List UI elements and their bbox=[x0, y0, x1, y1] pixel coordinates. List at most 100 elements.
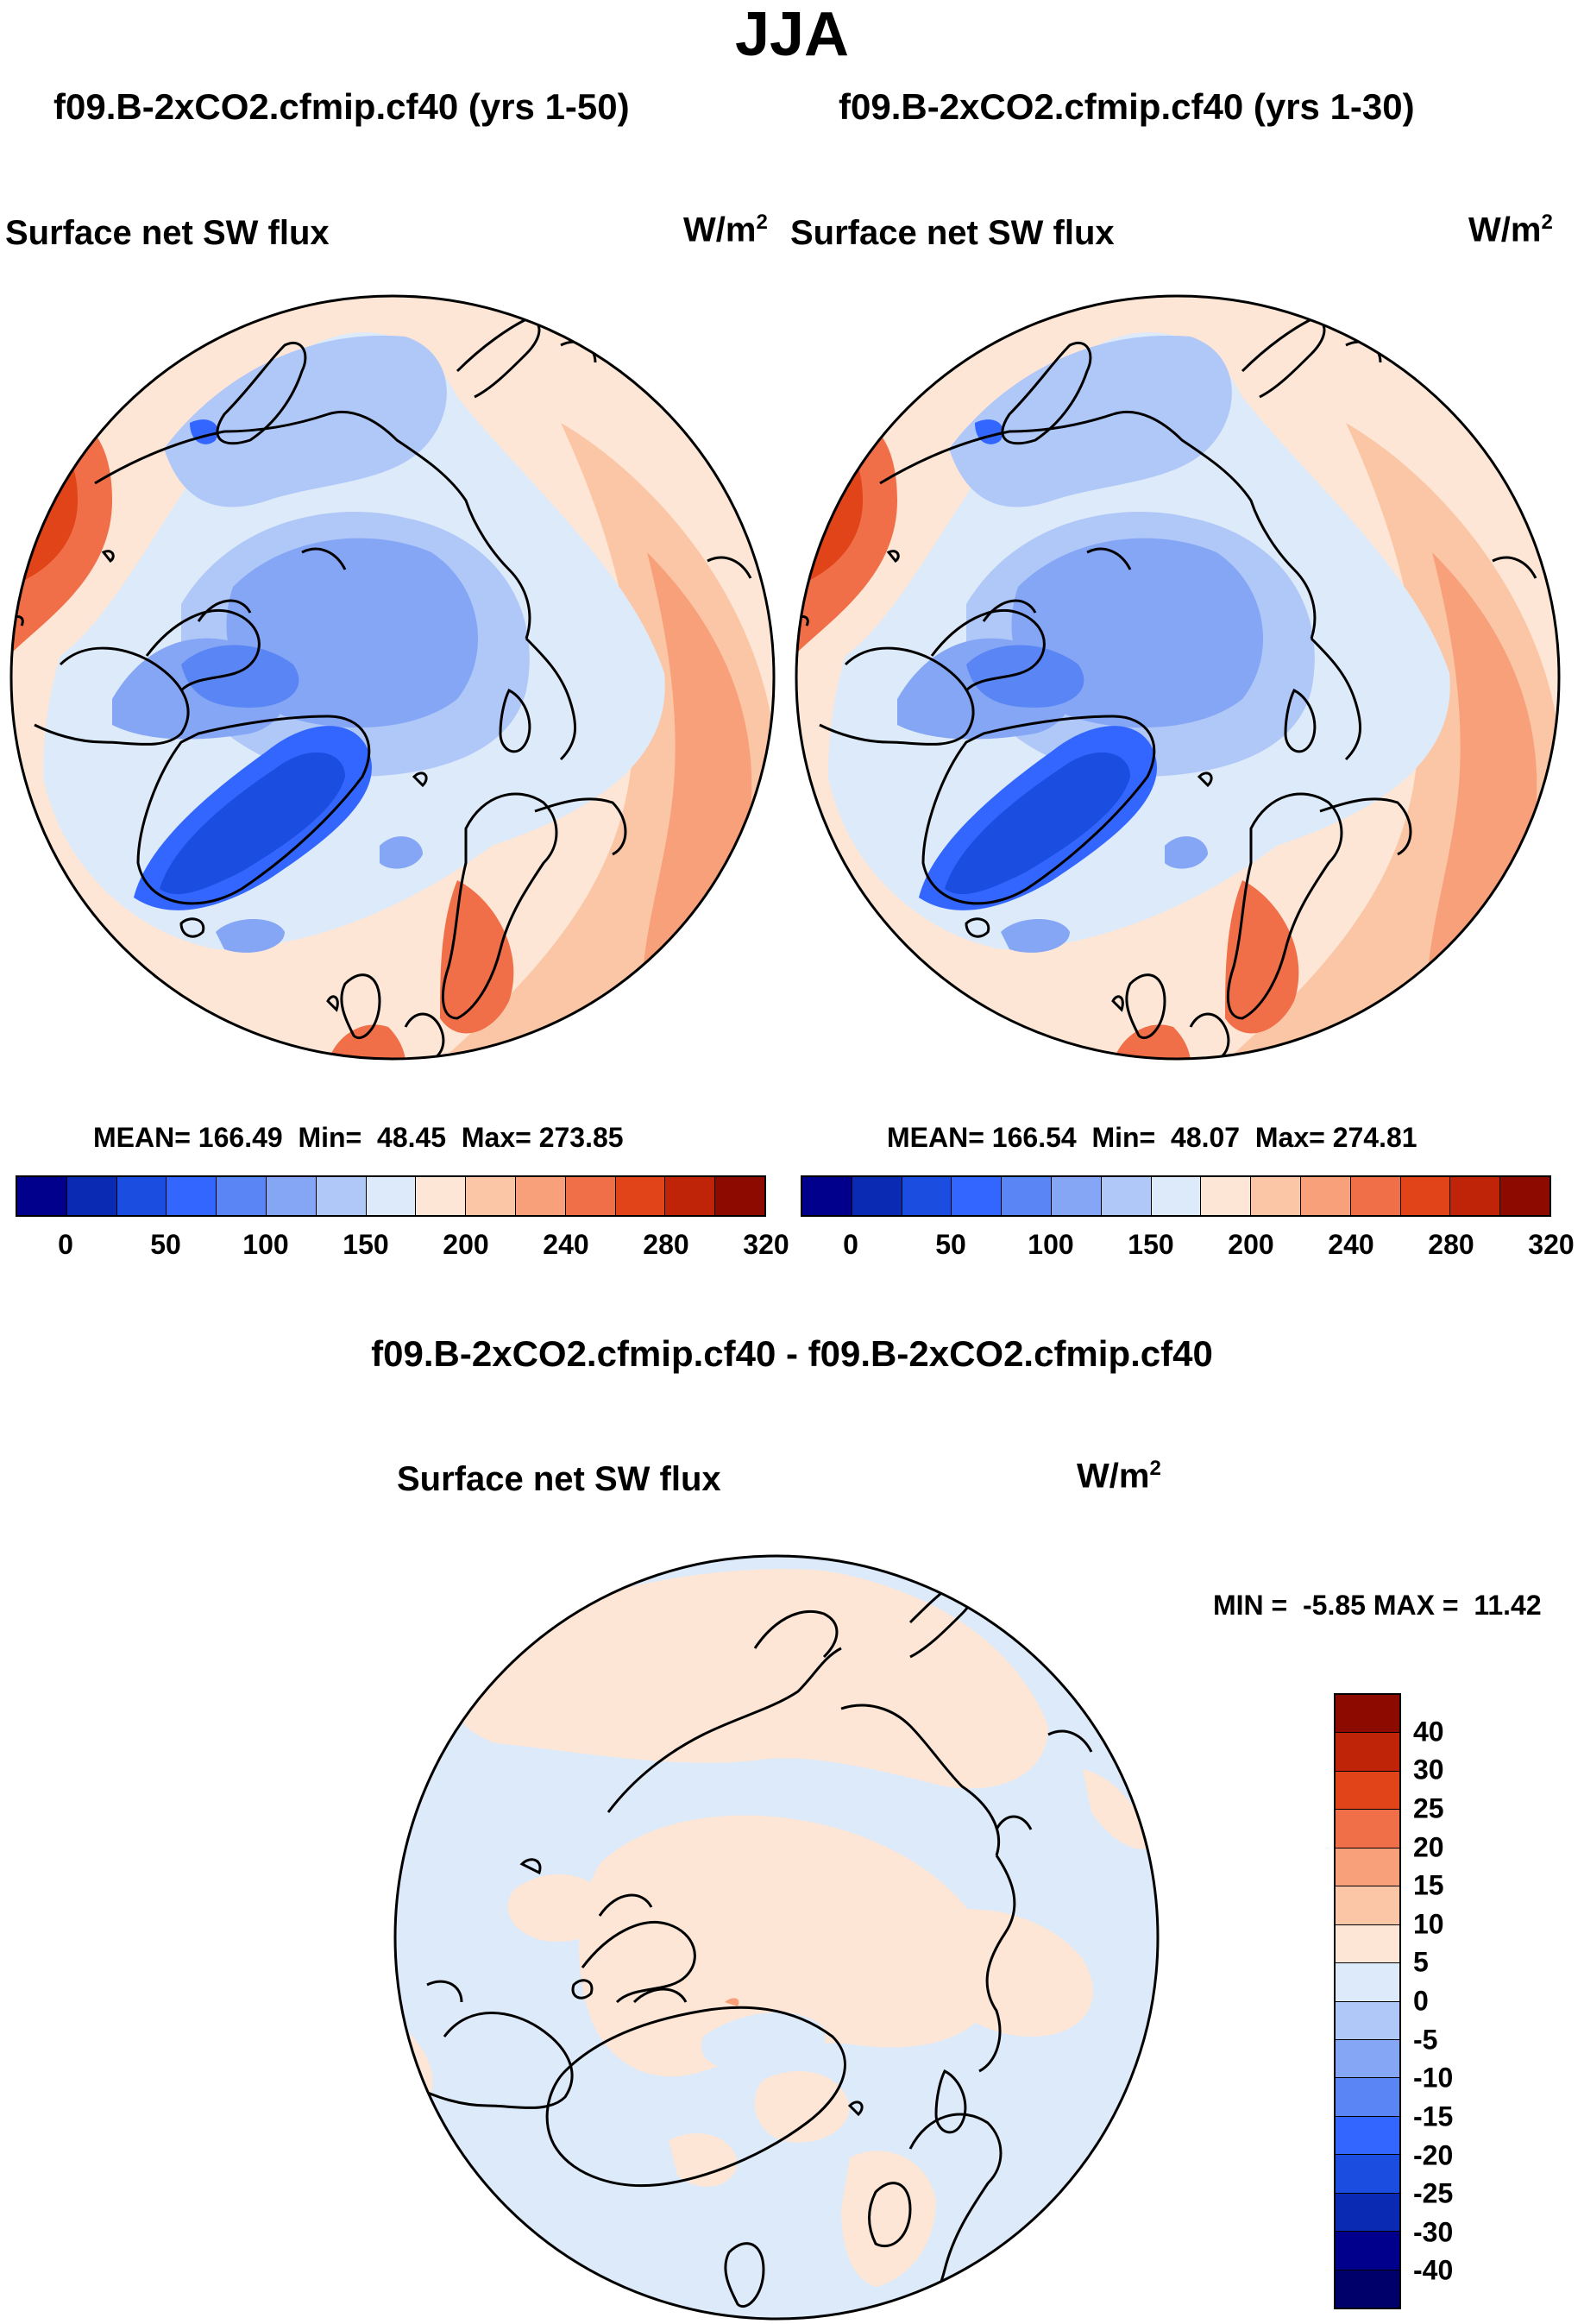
diff-variable-label: Surface net SW flux bbox=[397, 1460, 721, 1498]
panel2-colorbar-tick-label: 240 bbox=[1328, 1229, 1374, 1260]
panel1-max-value: 273.85 bbox=[538, 1122, 624, 1153]
panel1-colorbar-swatch bbox=[116, 1177, 167, 1215]
panel2-colorbar-swatch bbox=[902, 1177, 952, 1215]
panel1-colorbar-swatch bbox=[515, 1177, 566, 1215]
panel2-colorbar-swatch bbox=[1151, 1177, 1202, 1215]
panel1-units: W/m2 bbox=[683, 211, 768, 249]
page-title: JJA bbox=[734, 0, 850, 69]
diff-colorbar-swatch bbox=[1336, 2155, 1399, 2194]
panel2-colorbar-swatch bbox=[1500, 1177, 1549, 1215]
panel2-colorbar-swatch bbox=[1450, 1177, 1501, 1215]
diff-colorbar-swatch bbox=[1336, 2001, 1399, 2040]
diff-colorbar-tick-label: 10 bbox=[1413, 1908, 1444, 1940]
diff-colorbar-swatch bbox=[1336, 1963, 1399, 2002]
diff-min-value: -5.85 bbox=[1303, 1590, 1366, 1621]
diff-colorbar-tick-label: 20 bbox=[1413, 1831, 1444, 1862]
panel1-colorbar-swatch bbox=[217, 1177, 267, 1215]
panel2-colorbar-swatch bbox=[1400, 1177, 1451, 1215]
panel1-colorbar-tick-label: 320 bbox=[743, 1229, 789, 1260]
diff-units: W/m2 bbox=[1077, 1457, 1161, 1496]
panel1-colorbar-tick-label: 50 bbox=[150, 1229, 181, 1260]
panel1-colorbar-swatch bbox=[316, 1177, 367, 1215]
diff-colorbar bbox=[1334, 1693, 1401, 2309]
diff-colorbar-tick-label: -25 bbox=[1413, 2177, 1454, 2209]
panel1-colorbar-tick-label: 0 bbox=[58, 1229, 73, 1260]
panel2-colorbar-swatch bbox=[1002, 1177, 1052, 1215]
diff-colorbar-swatch bbox=[1336, 2193, 1399, 2233]
diff-colorbar-swatch bbox=[1336, 1848, 1399, 1887]
diff-colorbar-tick-label: 0 bbox=[1413, 1985, 1429, 2017]
panel2-mean-value: 166.54 bbox=[991, 1122, 1077, 1153]
diff-colorbar-swatch bbox=[1336, 2078, 1399, 2117]
diff-colorbar-tick-label: 40 bbox=[1413, 1716, 1444, 1748]
panel1-colorbar bbox=[16, 1175, 766, 1217]
panel2-colorbar-tick-label: 320 bbox=[1528, 1229, 1575, 1260]
diff-colorbar-swatch bbox=[1336, 1886, 1399, 1925]
panel1-colorbar-swatch bbox=[665, 1177, 716, 1215]
panel1-colorbar-tick-label: 150 bbox=[343, 1229, 389, 1260]
diff-colorbar-swatch bbox=[1336, 2039, 1399, 2079]
diff-colorbar-tick-label: -40 bbox=[1413, 2254, 1454, 2286]
panel1-variable-label: Surface net SW flux bbox=[5, 214, 330, 252]
panel2-colorbar-tick-label: 200 bbox=[1228, 1229, 1274, 1260]
panel2-colorbar-swatch bbox=[1251, 1177, 1301, 1215]
panel1-mean-value: 166.49 bbox=[198, 1122, 283, 1153]
diff-colorbar-swatch bbox=[1336, 2232, 1399, 2270]
diff-colorbar-swatch bbox=[1336, 1810, 1399, 1848]
diff-polar-map bbox=[393, 1554, 1160, 2321]
panel1-colorbar-swatch bbox=[615, 1177, 666, 1215]
diff-colorbar-tick-label: 25 bbox=[1413, 1792, 1444, 1824]
panel2-colorbar-swatch bbox=[1051, 1177, 1102, 1215]
diff-colorbar-tick-label: -30 bbox=[1413, 2216, 1454, 2248]
panel1-colorbar-swatch bbox=[366, 1177, 417, 1215]
panel1-polar-map bbox=[9, 294, 776, 1061]
panel2-colorbar-tick-label: 280 bbox=[1428, 1229, 1474, 1260]
diff-colorbar-tick-label: 15 bbox=[1413, 1869, 1444, 1901]
panel2-variable-label: Surface net SW flux bbox=[790, 214, 1115, 252]
diff-max-value: 11.42 bbox=[1474, 1590, 1542, 1621]
panel2-stats: MEAN= 166.54 Min= 48.07 Max= 274.81 bbox=[887, 1122, 1417, 1153]
diff-case-title: f09.B-2xCO2.cfmip.cf40 - f09.B-2xCO2.cfm… bbox=[371, 1333, 1213, 1374]
diff-colorbar-swatch bbox=[1336, 1733, 1399, 1772]
panel2-colorbar-tick-label: 100 bbox=[1028, 1229, 1074, 1260]
panel2-min-value: 48.07 bbox=[1171, 1122, 1241, 1153]
diff-colorbar-tick-label: -20 bbox=[1413, 2139, 1454, 2170]
panel2-colorbar-swatch bbox=[1201, 1177, 1252, 1215]
diff-colorbar-tick-label: -15 bbox=[1413, 2100, 1454, 2132]
panel1-colorbar-tick-label: 100 bbox=[242, 1229, 289, 1260]
panel1-colorbar-tick-label: 280 bbox=[643, 1229, 689, 1260]
panel1-min-value: 48.45 bbox=[377, 1122, 447, 1153]
panel1-colorbar-swatch bbox=[66, 1177, 117, 1215]
panel1-colorbar-swatch bbox=[266, 1177, 317, 1215]
panel2-colorbar-swatch bbox=[952, 1177, 1003, 1215]
diff-colorbar-swatch bbox=[1336, 1924, 1399, 1964]
panel2-units: W/m2 bbox=[1468, 211, 1553, 249]
panel2-colorbar-swatch bbox=[1350, 1177, 1401, 1215]
panel1-stats: MEAN= 166.49 Min= 48.45 Max= 273.85 bbox=[93, 1122, 624, 1153]
panel1-colorbar-swatch bbox=[565, 1177, 616, 1215]
diff-colorbar-swatch bbox=[1336, 2116, 1399, 2156]
diff-stats: MIN = -5.85 MAX = 11.42 bbox=[1213, 1590, 1542, 1621]
panel2-colorbar-tick-label: 150 bbox=[1128, 1229, 1174, 1260]
panel2-colorbar-tick-label: 0 bbox=[843, 1229, 858, 1260]
panel2-colorbar-swatch bbox=[1101, 1177, 1152, 1215]
panel1-colorbar-swatch bbox=[715, 1177, 764, 1215]
panel1-colorbar-tick-label: 240 bbox=[543, 1229, 589, 1260]
diff-colorbar-swatch bbox=[1336, 2270, 1399, 2308]
diff-colorbar-tick-label: 30 bbox=[1413, 1754, 1444, 1786]
panel1-colorbar-tick-label: 200 bbox=[443, 1229, 489, 1260]
panel2-colorbar bbox=[801, 1175, 1551, 1217]
diff-colorbar-tick-label: -5 bbox=[1413, 2024, 1438, 2056]
diff-colorbar-swatch bbox=[1336, 1771, 1399, 1811]
diff-colorbar-tick-label: 5 bbox=[1413, 1946, 1429, 1978]
panel1-colorbar-swatch bbox=[416, 1177, 467, 1215]
diff-colorbar-tick-label: -10 bbox=[1413, 2062, 1454, 2094]
panel2-case-title: f09.B-2xCO2.cfmip.cf40 (yrs 1-30) bbox=[839, 86, 1415, 127]
panel1-colorbar-swatch bbox=[167, 1177, 217, 1215]
panel2-colorbar-swatch bbox=[852, 1177, 902, 1215]
panel1-case-title: f09.B-2xCO2.cfmip.cf40 (yrs 1-50) bbox=[53, 86, 630, 127]
panel2-colorbar-tick-label: 50 bbox=[935, 1229, 966, 1260]
panel2-max-value: 274.81 bbox=[1332, 1122, 1417, 1153]
panel2-colorbar-swatch bbox=[1300, 1177, 1351, 1215]
panel1-colorbar-swatch bbox=[17, 1177, 67, 1215]
